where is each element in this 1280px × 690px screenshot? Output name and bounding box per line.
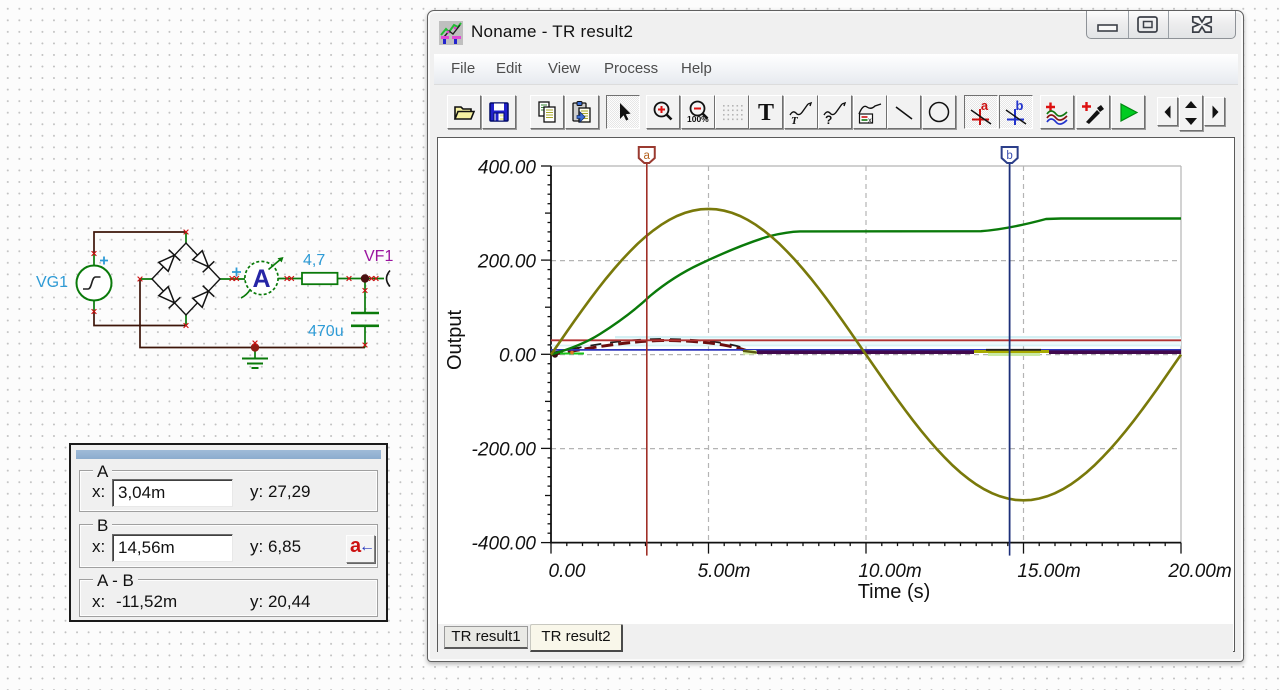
svg-text:100%: 100% — [687, 114, 709, 124]
svg-text:0.00: 0.00 — [549, 561, 586, 582]
svg-text:10.00m: 10.00m — [858, 561, 921, 582]
svg-text:0.00: 0.00 — [499, 346, 536, 367]
svg-text:a: a — [980, 99, 988, 113]
svg-text:T: T — [791, 115, 799, 125]
svg-text:5.00m: 5.00m — [698, 561, 751, 582]
svg-text:470u: 470u — [308, 323, 344, 340]
svg-text:VF1: VF1 — [364, 248, 393, 265]
svg-text:4,7: 4,7 — [303, 252, 325, 269]
svg-text:a: a — [644, 150, 651, 162]
svg-text:x: x — [868, 116, 872, 125]
svg-text:b: b — [1006, 150, 1012, 162]
svg-text:-200.00: -200.00 — [472, 440, 537, 461]
svg-text:400.00: 400.00 — [478, 158, 537, 179]
svg-text:A: A — [252, 265, 270, 293]
svg-text:200.00: 200.00 — [477, 252, 537, 273]
svg-text:VG1: VG1 — [36, 274, 68, 291]
svg-text:-400.00: -400.00 — [472, 534, 537, 555]
svg-text:20.00m: 20.00m — [1167, 561, 1231, 582]
svg-text:Time (s): Time (s) — [858, 581, 931, 603]
svg-text:T: T — [758, 100, 774, 125]
svg-text:Output: Output — [444, 310, 466, 370]
svg-text:15.00m: 15.00m — [1017, 561, 1080, 582]
svg-text:b: b — [1015, 99, 1023, 113]
svg-text:?: ? — [825, 113, 832, 125]
